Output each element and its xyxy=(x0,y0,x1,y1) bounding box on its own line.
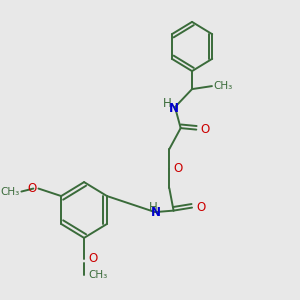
Text: CH₃: CH₃ xyxy=(88,270,108,280)
Text: O: O xyxy=(201,123,210,136)
Text: N: N xyxy=(169,101,178,115)
Text: O: O xyxy=(28,182,37,195)
Text: N: N xyxy=(151,206,161,219)
Text: O: O xyxy=(196,201,206,214)
Text: H: H xyxy=(163,97,171,110)
Text: O: O xyxy=(174,162,183,175)
Text: O: O xyxy=(88,252,98,266)
Text: CH₃: CH₃ xyxy=(1,187,20,196)
Text: H: H xyxy=(148,201,157,214)
Text: CH₃: CH₃ xyxy=(213,81,232,91)
